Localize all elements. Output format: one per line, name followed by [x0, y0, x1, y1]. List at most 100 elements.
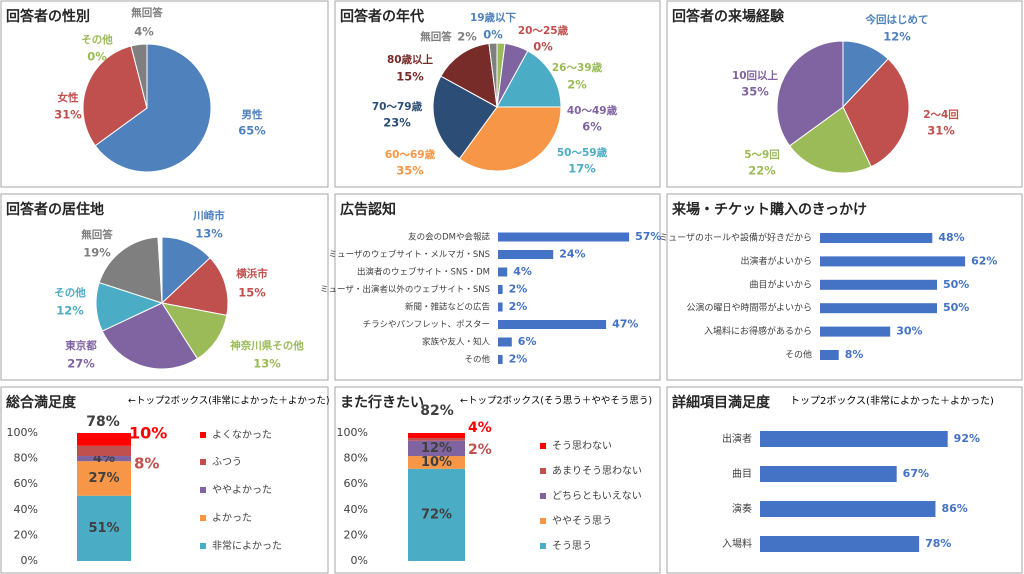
bar — [820, 256, 966, 267]
legend-label: よくなかった — [212, 429, 272, 441]
legend-label: あまりそう思わない — [552, 465, 642, 477]
segment-value: 10% — [421, 455, 452, 470]
panel-title: 来場・チケット購入のきっかけ — [671, 201, 867, 218]
slice-label: 男性 — [242, 108, 263, 121]
bar-value: 57% — [635, 230, 661, 243]
slice-label: 26～39歳 — [552, 61, 603, 74]
y-tick-label: 80% — [14, 452, 38, 465]
slice-label: 10回以上 — [732, 69, 779, 82]
segment-value: 12% — [421, 441, 452, 456]
slice-label: 50～59歳 — [557, 146, 608, 159]
slice-value: 22% — [748, 164, 776, 178]
category-label: 曲目がよいから — [749, 278, 812, 290]
legend-swatch — [200, 432, 206, 438]
bar-segment — [408, 433, 465, 439]
bar-value: 48% — [938, 231, 964, 244]
legend-swatch — [200, 515, 206, 521]
slice-value: 31% — [927, 124, 955, 138]
bar — [820, 303, 937, 314]
segment-value: 72% — [421, 507, 452, 522]
bar — [760, 536, 920, 552]
pie-slice — [458, 106, 562, 172]
pie-slice — [496, 50, 562, 108]
bar-segment — [77, 495, 131, 561]
slice-value: 12% — [56, 304, 84, 318]
subtitle: ←トップ2ボックス(非常によかった＋よかった) — [128, 395, 330, 407]
legend-swatch — [200, 543, 206, 549]
category-label: 入場料 — [722, 537, 752, 550]
annotation: 78% — [86, 414, 120, 430]
slice-value: 19% — [83, 246, 111, 260]
bar-segment — [408, 456, 465, 469]
bar — [760, 466, 897, 482]
slice-label: 60～69歳 — [385, 148, 436, 161]
legend-label: 非常によかった — [212, 539, 282, 552]
bar-value: 92% — [954, 432, 980, 445]
pie-slice — [488, 42, 498, 108]
segment-value: 2% — [468, 442, 492, 458]
legend-label: よかった — [212, 512, 252, 524]
slice-label: 横浜市 — [236, 267, 268, 280]
legend-swatch — [540, 543, 546, 549]
bar — [820, 350, 839, 360]
pie-slice — [130, 43, 148, 109]
category-label: 友の会のDMや会報誌 — [408, 232, 490, 243]
y-tick-label: 40% — [14, 503, 38, 516]
slice-value: 15% — [396, 70, 424, 84]
bar-segment — [77, 433, 131, 446]
slice-value: 0% — [533, 40, 553, 54]
bar — [498, 250, 554, 259]
panel-title: 回答者の年代 — [340, 8, 424, 25]
slice-label: 5～9回 — [744, 149, 780, 161]
slice-value: 13% — [195, 227, 223, 241]
bar-value: 2% — [509, 353, 528, 366]
panel-title: 総合満足度 — [6, 394, 77, 411]
bar-segment — [408, 468, 465, 561]
slice-value: 27% — [67, 357, 95, 371]
bar-value: 2% — [509, 283, 528, 296]
slice-label: 川崎市 — [192, 209, 225, 222]
category-label: 演奏 — [732, 502, 752, 515]
bar — [498, 232, 630, 242]
legend-swatch — [540, 468, 546, 474]
legend-label: そう思わない — [552, 440, 612, 452]
legend-label: どちらともいえない — [552, 490, 642, 502]
slice-value: 65% — [238, 124, 266, 138]
y-tick-label: 0% — [351, 554, 368, 567]
segment-value: 27% — [88, 471, 119, 486]
panel-title: 回答者の性別 — [6, 8, 90, 25]
panel — [334, 193, 661, 381]
legend-swatch — [200, 459, 206, 465]
slice-label: 神奈川県その他 — [230, 339, 304, 352]
legend-swatch — [200, 487, 206, 493]
bar-segment — [77, 456, 131, 462]
subtitle: ←トップ2ボックス(そう思う＋ややそう思う) — [460, 396, 652, 407]
slice-label: その他 — [81, 33, 113, 46]
panel-title: 回答者の来場経験 — [672, 8, 785, 25]
legend-label: ややそう思う — [552, 515, 612, 527]
y-tick-label: 80% — [344, 452, 368, 465]
slice-value: 12% — [883, 30, 911, 44]
category-label: ミューザのホールや設備が好きだから — [659, 232, 812, 244]
bar-value: 8% — [845, 348, 864, 361]
bar — [498, 285, 503, 294]
bar — [498, 320, 607, 329]
category-label: 新聞・雑誌などの広告 — [405, 302, 490, 313]
category-label: ミューザのウェブサイト・メルマガ・SNS — [329, 249, 490, 260]
bar-value: 24% — [559, 248, 585, 261]
pie-slice — [440, 42, 498, 108]
bar-value: 6% — [518, 335, 537, 348]
category-label: その他 — [464, 354, 490, 365]
y-tick-label: 20% — [14, 528, 38, 541]
category-label: 公演の曜日や時間帯がよいから — [686, 302, 812, 314]
slice-label: 無回答 — [131, 6, 163, 19]
legend-swatch — [540, 518, 546, 524]
slice-label: 20～25歳 — [518, 24, 569, 37]
panel-title: また行きたい — [340, 394, 424, 411]
bar-value: 30% — [896, 325, 922, 338]
y-tick-label: 40% — [344, 503, 368, 516]
slice-value: 31% — [54, 108, 82, 122]
slice-label: 女性 — [58, 91, 79, 104]
slice-value: 13% — [253, 357, 281, 371]
